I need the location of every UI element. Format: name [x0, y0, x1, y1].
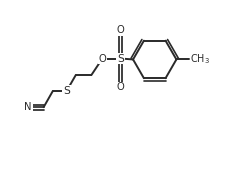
- Text: O: O: [117, 82, 125, 92]
- Text: S: S: [117, 53, 124, 63]
- Text: S: S: [63, 86, 70, 96]
- Text: O: O: [98, 53, 106, 63]
- Text: O: O: [117, 25, 125, 35]
- Text: N: N: [24, 102, 32, 112]
- Text: CH$_3$: CH$_3$: [190, 53, 209, 66]
